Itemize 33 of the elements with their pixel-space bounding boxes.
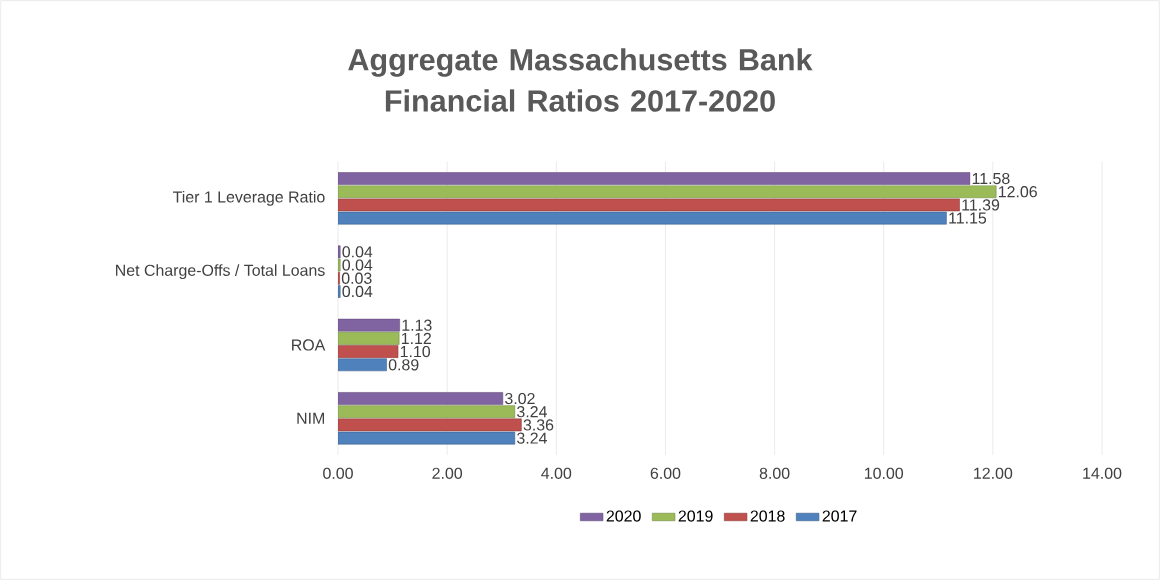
chart-title: Aggregate Massachusetts Bank Financial Ratios 2017-2020 <box>348 48 813 112</box>
data-label: 3.02 <box>505 392 535 405</box>
data-label: 0.03 <box>341 272 372 284</box>
x-tick-label: 4.00 <box>541 467 572 479</box>
data-label: 1.12 <box>401 332 431 344</box>
y-tick-label: ROA <box>292 339 326 351</box>
legend-label: 2019 <box>678 510 713 522</box>
legend-label: 2017 <box>822 510 857 522</box>
data-label: 11.39 <box>962 199 1000 211</box>
x-tick-label: 12.00 <box>974 467 1013 479</box>
data-label: 11.15 <box>949 212 987 224</box>
data-label: 1.13 <box>402 319 432 331</box>
data-label: 0.04 <box>342 259 373 271</box>
x-tick-label: 10.00 <box>864 467 904 479</box>
y-tick-label: Tier 1 Leverage Ratio <box>172 190 325 206</box>
y-tick-label: Net Charge-Offs / Total Loans <box>116 264 325 280</box>
data-label: 11.58 <box>972 172 1010 185</box>
data-label: 3.24 <box>517 406 547 418</box>
data-label: 12.06 <box>998 186 1037 198</box>
data-label: 0.04 <box>342 285 373 298</box>
legend-label: 2018 <box>750 510 785 522</box>
data-label: 3.36 <box>523 419 554 431</box>
x-tick-label: 14.00 <box>1083 467 1122 479</box>
data-label: 0.04 <box>342 246 373 258</box>
y-tick-label: NIM <box>297 412 324 424</box>
x-tick-label: 0.00 <box>323 467 353 479</box>
data-label: 1.10 <box>400 345 431 358</box>
x-tick-label: 6.00 <box>650 467 681 479</box>
data-label: 3.24 <box>517 432 547 444</box>
x-tick-label: 8.00 <box>759 467 790 479</box>
data-label: 0.89 <box>388 359 419 371</box>
legend-label: 2020 <box>606 510 641 522</box>
x-tick-label: 2.00 <box>432 467 463 479</box>
